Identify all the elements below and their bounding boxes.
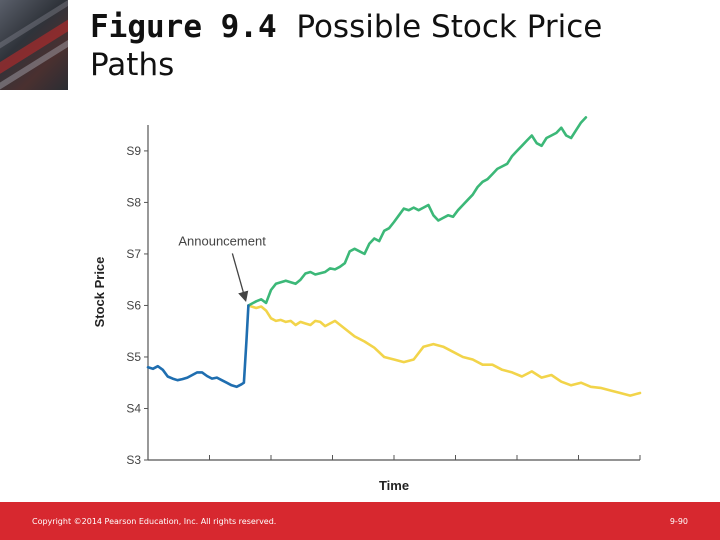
slide-title: Figure 9.4 Possible Stock Price Paths	[90, 8, 650, 84]
annotation-label: Announcement	[178, 233, 266, 248]
y-tick-label: S5	[126, 350, 141, 364]
y-tick-label: S4	[126, 401, 141, 415]
y-tick-label: S9	[126, 144, 141, 158]
y-tick-label: S8	[126, 195, 141, 209]
series-line-pre	[146, 304, 250, 389]
corner-decoration	[0, 0, 68, 90]
series-line-up	[247, 116, 588, 307]
page-number: 9-90	[669, 517, 688, 526]
annotation-arrow	[231, 253, 249, 302]
x-axis-label: Time	[379, 478, 409, 493]
figure-number: Figure 9.4	[90, 9, 277, 45]
y-tick-label: S7	[126, 247, 141, 261]
y-axis-label: Stock Price	[92, 257, 107, 328]
figure-caption: Possible Stock Price Paths	[90, 9, 603, 83]
y-tick-label: S6	[126, 298, 141, 312]
footer-bar: Copyright ©2014 Pearson Education, Inc. …	[0, 502, 720, 540]
copyright-text: Copyright ©2014 Pearson Education, Inc. …	[32, 517, 277, 526]
stock-price-chart: S3 S4 S5 S6 S7 S8 S9 Time Stock Price Announcemen…	[92, 116, 642, 493]
series-line-down	[247, 304, 642, 397]
y-tick-label: S3	[126, 453, 141, 467]
